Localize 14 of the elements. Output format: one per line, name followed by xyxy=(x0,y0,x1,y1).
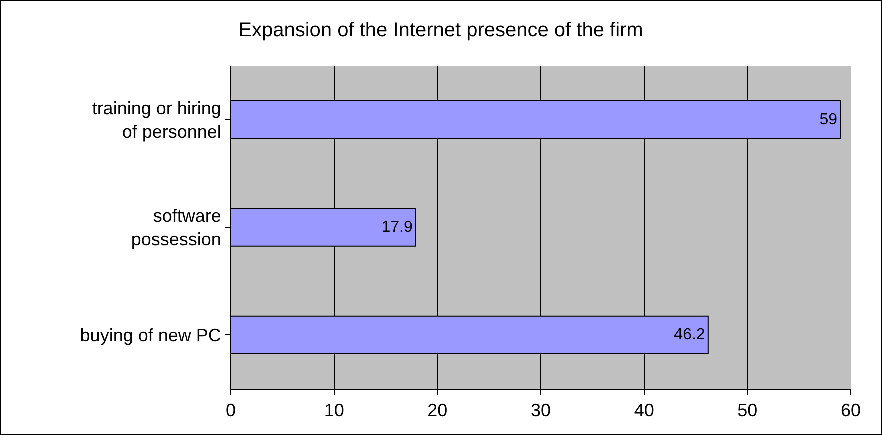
data-label: 46.2 xyxy=(674,326,706,344)
chart-title: Expansion of the Internet presence of the firm xyxy=(238,20,644,42)
x-tick-label: 30 xyxy=(530,400,552,421)
data-label: 17.9 xyxy=(382,219,413,236)
x-tick-label: 0 xyxy=(226,400,236,421)
y-tick-label: training or hiring of personnel xyxy=(92,98,222,142)
x-tick-label: 60 xyxy=(840,400,862,421)
x-tick-label: 20 xyxy=(428,400,448,421)
y-tick-label: software possession xyxy=(131,206,222,250)
x-tick-label: 50 xyxy=(738,400,758,421)
data-label: 59 xyxy=(820,111,838,128)
x-tick-label: 40 xyxy=(634,400,654,421)
y-tick-label: buying of new PC xyxy=(80,325,222,346)
x-tick-label: 10 xyxy=(324,400,344,421)
